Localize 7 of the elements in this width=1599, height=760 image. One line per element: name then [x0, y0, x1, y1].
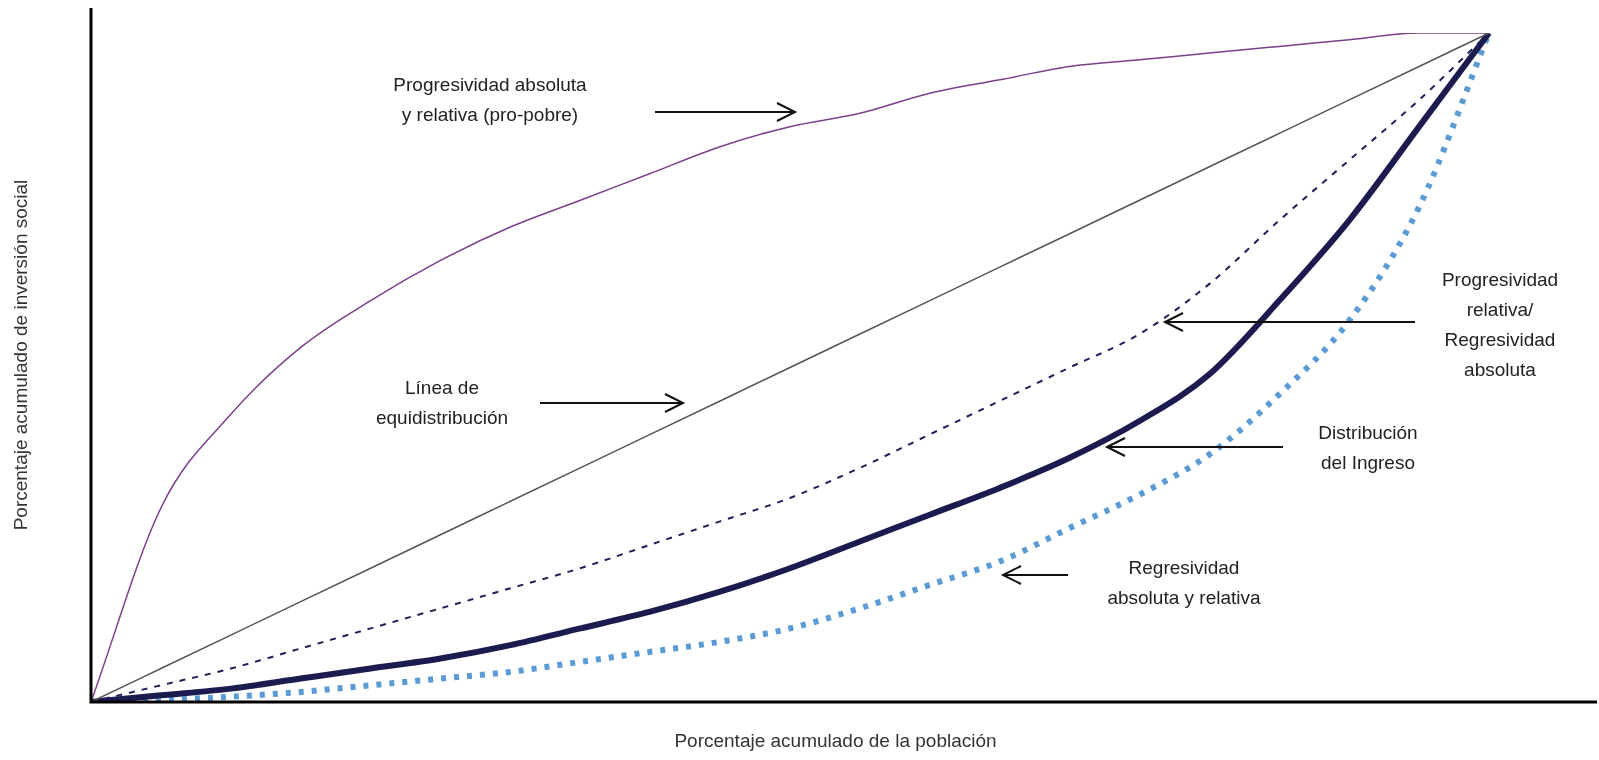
annotation: Progresividad relativa/ Regresividad absoluta: [1441, 268, 1559, 382]
annotation: Distribución del Ingreso: [1318, 421, 1418, 475]
annotation: Línea de equidistribución: [375, 376, 509, 430]
x-axis-title: Porcentaje acumulado de la población: [674, 730, 997, 752]
annotation: Regresividad absoluta y relativa: [1107, 556, 1261, 610]
annotation: Progresividad absoluta y relativa (pro-pobre): [393, 73, 587, 127]
y-axis-title: Porcentaje acumulado de inversión social: [10, 179, 32, 531]
